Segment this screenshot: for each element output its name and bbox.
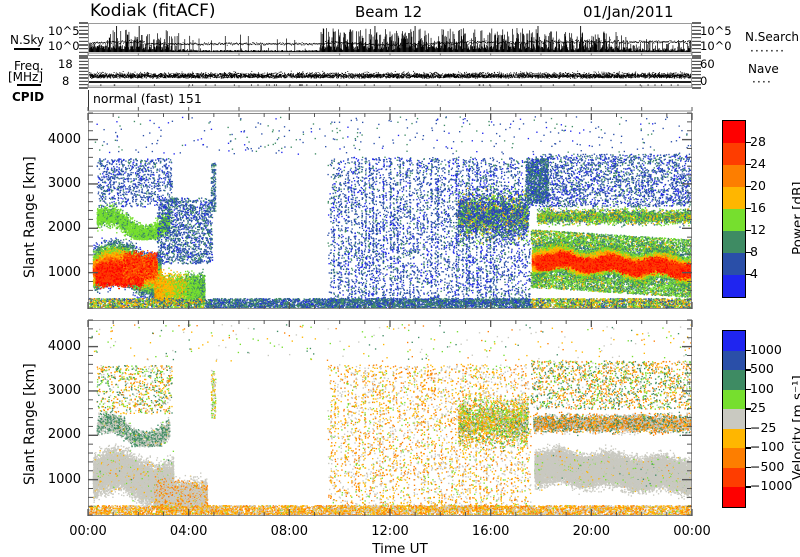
colorbar-tick (745, 274, 751, 275)
velocity-colorbar-title: Velocity [m s⁻¹] (790, 375, 800, 480)
colorbar-segment (723, 468, 745, 488)
y-tick-label: 1000 (33, 265, 81, 280)
colorbar-tick (745, 186, 751, 187)
y-tick-label: 3000 (33, 383, 81, 398)
colorbar-tick-label: −100 (750, 439, 784, 454)
colorbar-tick-label: 25 (750, 400, 766, 415)
colorbar-segment (723, 231, 745, 253)
colorbar-tick-label: 4 (750, 266, 758, 281)
colorbar-tick-label: 12 (750, 222, 766, 237)
colorbar-segment (723, 390, 745, 410)
colorbar-tick-label: 100 (750, 381, 774, 396)
y-tick-label: 3000 (33, 176, 81, 191)
colorbar-segment (723, 143, 745, 165)
power-colorbar (722, 120, 746, 298)
colorbar-tick-label: 28 (750, 134, 766, 149)
x-tick-label: 04:00 (161, 524, 217, 539)
power-colorbar-title: Power [dB] (790, 182, 800, 255)
colorbar-tick (745, 428, 751, 429)
colorbar-tick (745, 408, 751, 409)
velocity-colorbar (722, 330, 746, 508)
colorbar-segment (723, 209, 745, 231)
colorbar-tick-label: −25 (750, 420, 776, 435)
y-tick-label: 2000 (33, 220, 81, 235)
colorbar-segment (723, 165, 745, 187)
x-tick-label: 20:00 (563, 524, 619, 539)
colorbar-tick-label: 500 (750, 361, 774, 376)
y-tick-label: 4000 (33, 132, 81, 147)
colorbar-tick-label: 24 (750, 156, 766, 171)
x-tick-label: 00:00 (60, 524, 116, 539)
y-tick-label: 4000 (33, 339, 81, 354)
colorbar-tick (745, 208, 751, 209)
colorbar-tick-label: 8 (750, 244, 758, 259)
colorbar-tick (745, 447, 751, 448)
colorbar-tick (745, 252, 751, 253)
colorbar-tick (745, 230, 751, 231)
colorbar-tick (745, 164, 751, 165)
colorbar-tick (745, 467, 751, 468)
colorbar-tick (745, 486, 751, 487)
colorbar-segment (723, 253, 745, 275)
colorbar-segment (723, 370, 745, 390)
colorbar-tick (745, 142, 751, 143)
colorbar-tick-label: −1000 (750, 478, 792, 493)
colorbar-segment (723, 429, 745, 449)
colorbar-segment (723, 187, 745, 209)
colorbar-tick-label: 1000 (750, 342, 782, 357)
colorbar-segment (723, 331, 745, 351)
colorbar-segment (723, 409, 745, 429)
x-tick-label: 00:00 (664, 524, 720, 539)
x-axis-label: Time UT (0, 541, 800, 557)
colorbar-tick-label: 20 (750, 178, 766, 193)
y-tick-label: 1000 (33, 472, 81, 487)
x-tick-label: 12:00 (362, 524, 418, 539)
colorbar-tick (745, 350, 751, 351)
colorbar-segment (723, 275, 745, 297)
colorbar-tick-label: −500 (750, 459, 784, 474)
x-tick-label: 16:00 (463, 524, 519, 539)
colorbar-tick (745, 389, 751, 390)
x-tick-label: 08:00 (261, 524, 317, 539)
colorbar-tick (745, 369, 751, 370)
y-tick-label: 2000 (33, 427, 81, 442)
colorbar-segment (723, 351, 745, 371)
colorbar-segment (723, 121, 745, 143)
colorbar-segment (723, 448, 745, 468)
colorbar-segment (723, 487, 745, 507)
colorbar-tick-label: 16 (750, 200, 766, 215)
